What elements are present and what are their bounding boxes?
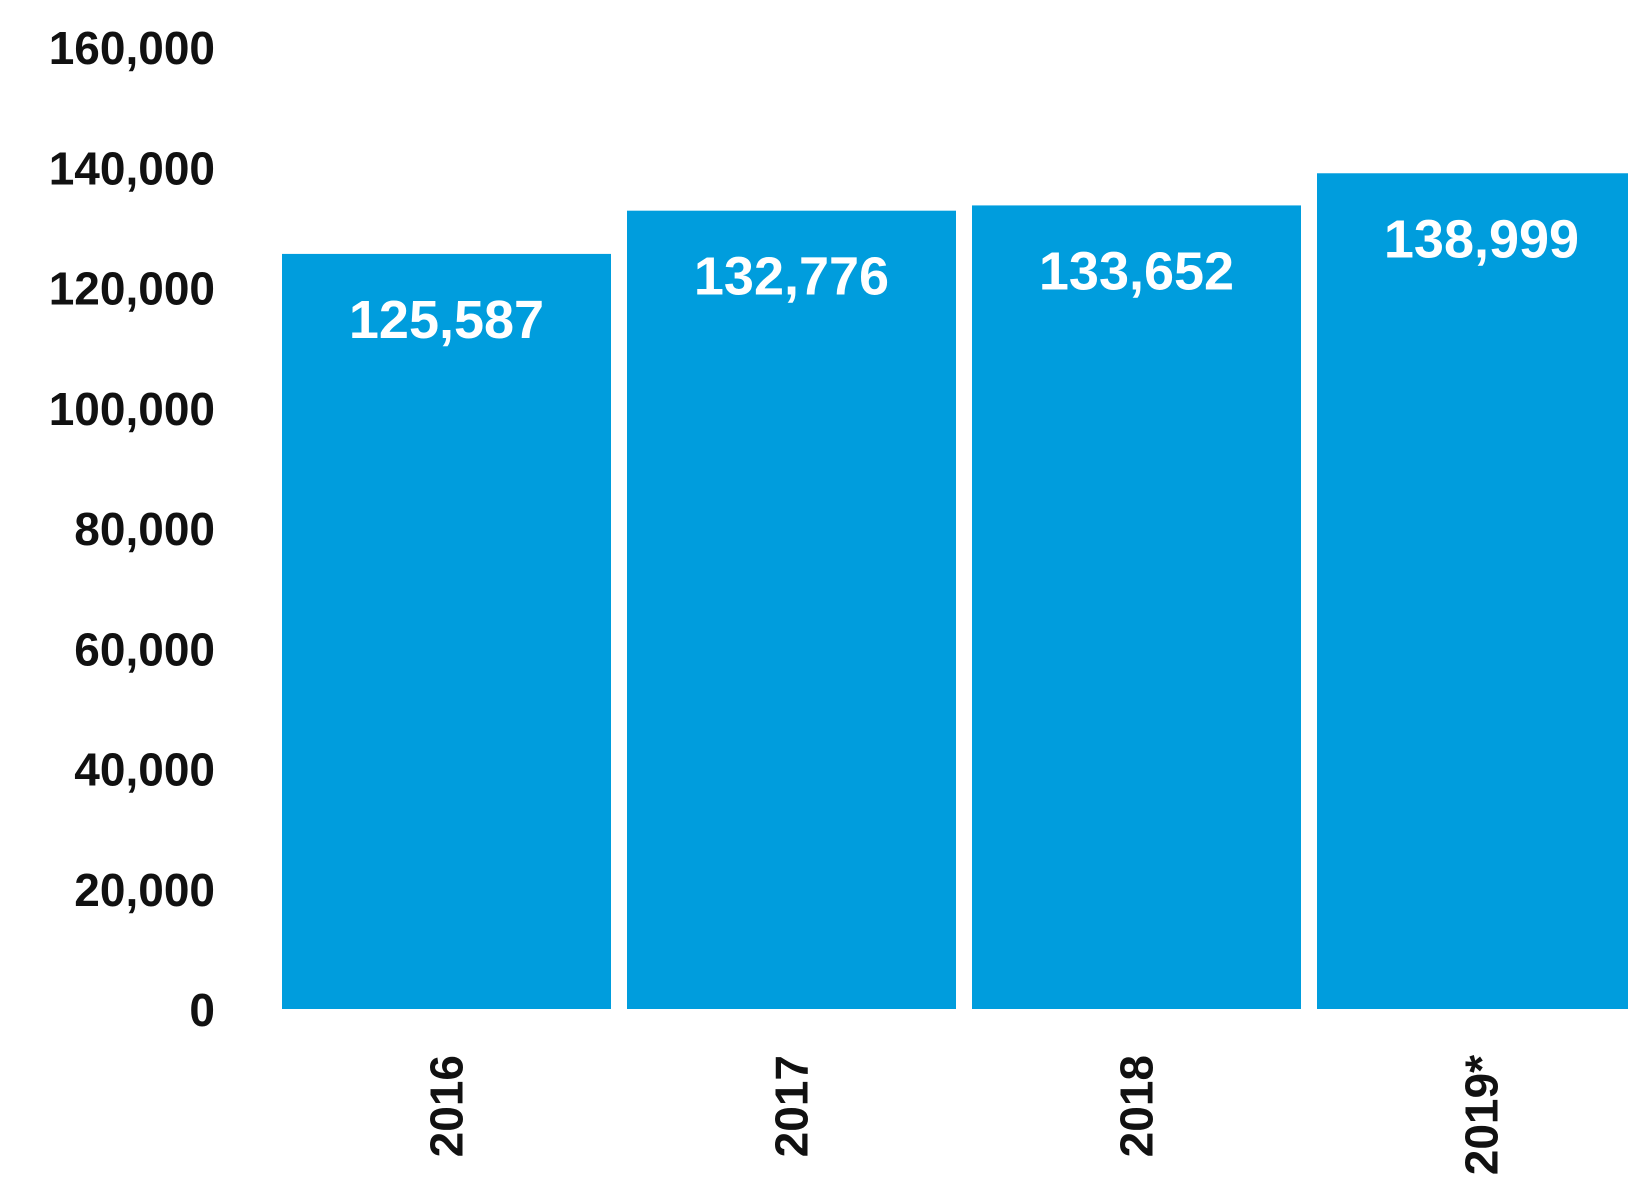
x-category-label: 2016: [421, 1055, 473, 1157]
x-category-label: 2019*: [1456, 1055, 1508, 1175]
y-tick-label: 0: [189, 984, 215, 1036]
bar-value-label: 125,587: [349, 290, 544, 350]
bar-2016: [282, 253, 611, 1010]
bar-2019: [1317, 173, 1628, 1010]
y-tick-label: 120,000: [49, 263, 215, 315]
y-tick-label: 60,000: [74, 623, 215, 675]
bars: [282, 173, 1628, 1010]
y-tick-label: 100,000: [49, 383, 215, 435]
bar-value-label: 138,999: [1384, 209, 1579, 269]
y-tick-label: 140,000: [49, 142, 215, 194]
y-tick-label: 40,000: [74, 744, 215, 796]
x-category-label: 2018: [1111, 1055, 1163, 1157]
bar-value-labels: 125,587 132,776 133,652 138,999: [349, 209, 1579, 350]
bar-value-label: 132,776: [694, 247, 889, 307]
bar-value-label: 133,652: [1039, 241, 1234, 301]
y-axis-tick-labels: 0 20,000 40,000 60,000 80,000 100,000 120,000 1…: [49, 22, 215, 1036]
y-tick-label: 80,000: [74, 503, 215, 555]
y-tick-label: 160,000: [49, 22, 215, 74]
x-axis-category-labels: 2016 2017 2018 2019*: [421, 1055, 1508, 1175]
y-tick-label: 20,000: [74, 864, 215, 916]
bar-2017: [627, 210, 956, 1009]
x-category-label: 2017: [766, 1055, 818, 1157]
bar-2018: [972, 205, 1301, 1009]
